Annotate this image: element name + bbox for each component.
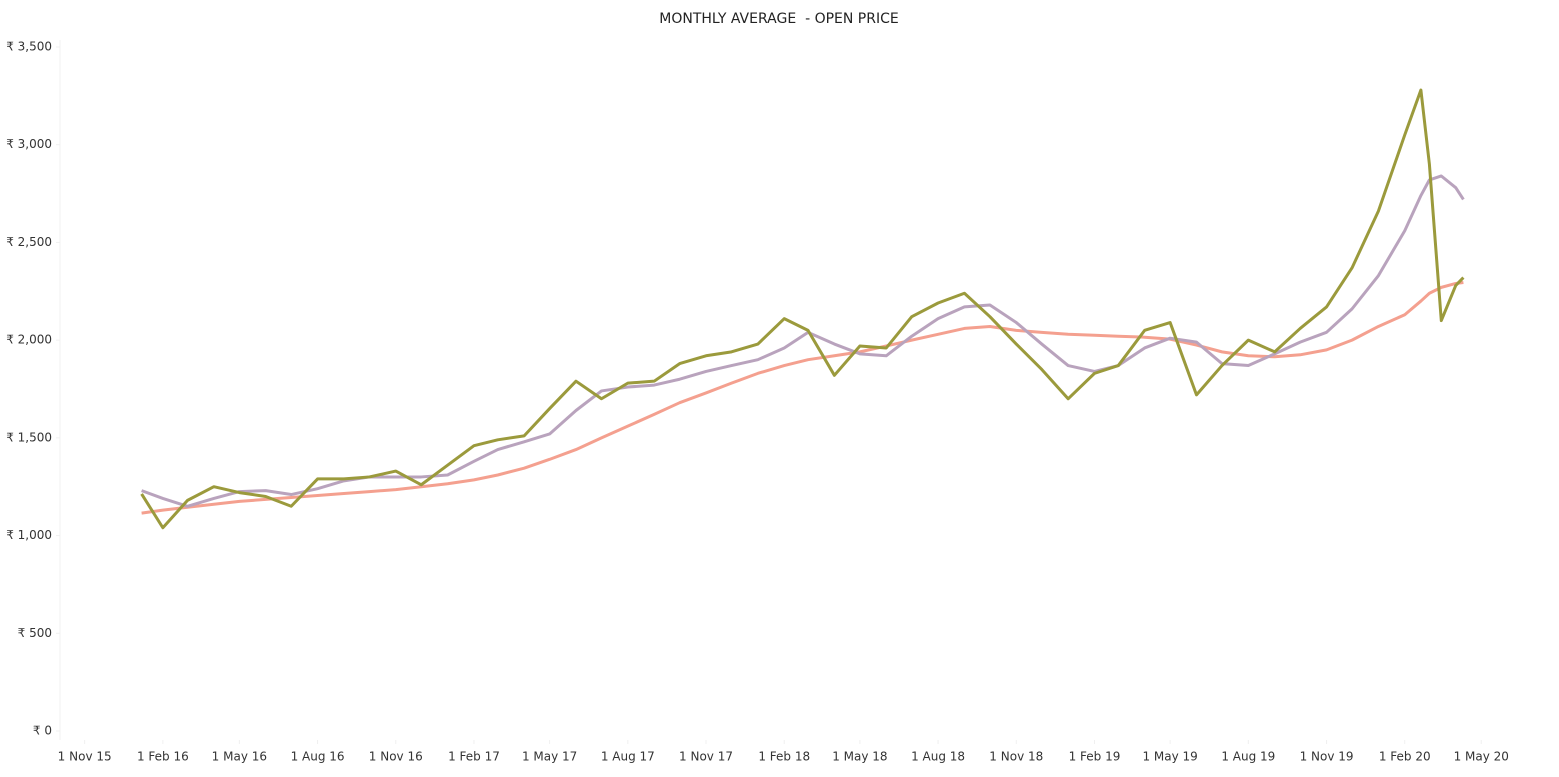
y-tick-label: ₹ 1,500 <box>6 430 52 444</box>
x-tick-label: 1 Aug 16 <box>291 750 345 764</box>
x-tick-label: 1 May 17 <box>522 750 577 764</box>
x-tick-label: 1 Nov 19 <box>1300 750 1354 764</box>
series-line <box>141 281 1464 515</box>
x-tick-label: 1 Nov 15 <box>58 750 112 764</box>
series-line <box>141 174 1465 508</box>
x-tick-label: 1 Feb 17 <box>448 750 500 764</box>
x-tick-label: 1 Nov 17 <box>679 750 733 764</box>
y-tick-label: ₹ 3,500 <box>6 40 52 54</box>
chart-title: MONTHLY AVERAGE - OPEN PRICE <box>659 11 898 27</box>
y-tick-label: ₹ 2,500 <box>6 235 52 249</box>
x-tick-label: 1 May 16 <box>212 750 267 764</box>
y-tick-label: ₹ 1,000 <box>6 528 52 542</box>
x-tick-label: 1 Feb 19 <box>1069 750 1121 764</box>
x-tick-label: 1 Feb 16 <box>137 750 189 764</box>
x-tick-label: 1 Feb 18 <box>758 750 810 764</box>
x-tick-label: 1 Aug 18 <box>911 750 965 764</box>
x-tick-label: 1 Feb 20 <box>1379 750 1431 764</box>
x-tick-label: 1 May 20 <box>1454 750 1509 764</box>
x-tick-label: 1 May 18 <box>832 750 887 764</box>
x-tick-label: 1 May 19 <box>1142 750 1197 764</box>
x-tick-label: 1 Nov 16 <box>369 750 423 764</box>
y-tick-label: ₹ 2,000 <box>6 333 52 347</box>
x-tick-label: 1 Aug 17 <box>601 750 655 764</box>
series-line <box>140 88 1465 530</box>
y-tick-label: ₹ 0 <box>33 724 52 738</box>
x-tick-label: 1 Nov 18 <box>989 750 1043 764</box>
y-tick-label: ₹ 500 <box>18 626 52 640</box>
y-tick-label: ₹ 3,000 <box>6 137 52 151</box>
x-tick-label: 1 Aug 19 <box>1221 750 1275 764</box>
